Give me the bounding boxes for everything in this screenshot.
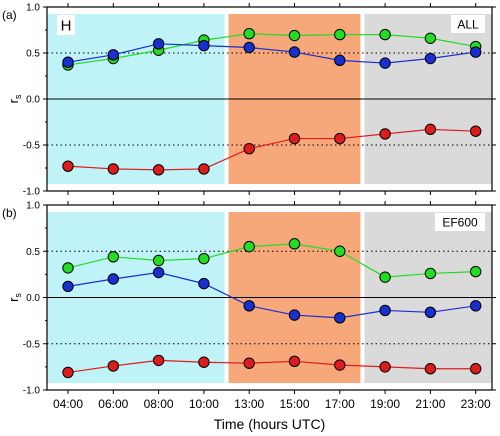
x-tick-label: 13:00 <box>234 397 264 411</box>
y-tick-label: -1.0 <box>23 187 41 198</box>
data-point <box>243 300 255 312</box>
panel-label: (a) <box>2 8 17 22</box>
data-point <box>62 160 74 172</box>
data-point <box>243 240 255 253</box>
data-point <box>62 262 74 274</box>
data-point <box>379 28 391 41</box>
data-point <box>62 366 74 379</box>
y-tick-label: 0.5 <box>26 247 40 258</box>
data-point <box>334 312 346 324</box>
series-line <box>67 128 476 171</box>
data-point <box>152 266 165 279</box>
h-label: H <box>61 18 72 35</box>
data-point <box>288 355 301 368</box>
data-point <box>379 304 391 317</box>
data-point <box>152 254 165 267</box>
x-tick-label: 23:00 <box>461 397 491 411</box>
y-axis-label-sub: s <box>13 293 23 298</box>
data-point <box>288 238 301 250</box>
data-point <box>424 267 437 280</box>
data-point <box>243 41 255 54</box>
tag-label: ALL <box>457 18 479 32</box>
h-box <box>57 15 75 35</box>
data-point <box>424 32 437 44</box>
x-axis-title: Time (hours UTC) <box>214 416 326 432</box>
series-line <box>67 359 476 374</box>
data-point <box>198 39 210 52</box>
panel-a: 1.0 0.5 0.0 -0.5 -1.0 rs (a) ALL H <box>2 3 496 198</box>
data-point <box>107 360 120 372</box>
data-point <box>334 28 346 41</box>
data-point <box>334 132 346 145</box>
data-point <box>152 164 165 176</box>
tag-box <box>435 213 485 231</box>
panel-label: (b) <box>2 206 17 220</box>
data-point <box>424 123 437 136</box>
data-point <box>470 265 482 278</box>
data-point <box>198 252 210 265</box>
data-point <box>152 354 165 367</box>
data-point <box>470 300 482 312</box>
y-tick-label: 0.0 <box>26 95 40 106</box>
tag-label: EF600 <box>442 216 478 230</box>
y-tick-label: -0.5 <box>23 141 41 152</box>
y-axis-label-main: r <box>6 98 21 103</box>
data-point <box>198 356 210 368</box>
data-point <box>379 128 391 140</box>
x-tick-label: 19:00 <box>370 397 400 411</box>
data-point <box>288 309 301 321</box>
x-tick-label: 21:00 <box>415 397 445 411</box>
y-tick-label: 0.5 <box>26 49 40 60</box>
data-point <box>470 125 482 137</box>
data-point <box>470 46 482 58</box>
data-point <box>288 46 301 58</box>
data-point <box>379 57 391 69</box>
tag-box <box>451 15 485 33</box>
data-point <box>107 251 120 263</box>
y-axis-label-sub: s <box>13 94 23 99</box>
y-axis-label: rs <box>6 293 23 302</box>
data-point <box>243 27 255 40</box>
data-point <box>198 277 210 290</box>
data-point <box>334 359 346 371</box>
x-tick-label: 17:00 <box>325 397 355 411</box>
data-point <box>107 273 120 285</box>
y-axis-label: rs <box>6 94 23 103</box>
x-tick-label: 08:00 <box>144 397 174 411</box>
data-point <box>288 29 301 42</box>
data-point <box>470 363 482 375</box>
data-point <box>334 245 346 257</box>
data-point <box>334 54 346 67</box>
y-tick-label: 1.0 <box>26 3 40 14</box>
series-line <box>67 43 476 64</box>
data-point <box>424 363 437 375</box>
x-tick-label: 10:00 <box>189 397 219 411</box>
y-tick-label: -0.5 <box>23 339 41 350</box>
y-tick-label: 1.0 <box>26 201 40 212</box>
data-point <box>107 49 120 61</box>
x-tick-label: 04:00 <box>53 397 83 411</box>
data-point <box>379 271 391 283</box>
series-line <box>67 243 476 278</box>
series-line <box>67 271 476 319</box>
data-point <box>152 38 165 50</box>
data-point <box>243 357 255 369</box>
data-point <box>62 56 74 68</box>
y-tick-label: 0.0 <box>26 293 40 304</box>
data-point <box>288 132 301 145</box>
data-point <box>243 142 255 155</box>
data-point <box>424 306 437 318</box>
y-tick-label: -1.0 <box>23 386 41 397</box>
data-point <box>62 280 74 293</box>
data-point <box>107 163 120 175</box>
data-point <box>424 52 437 65</box>
x-tick-label: 06:00 <box>98 397 128 411</box>
data-point <box>198 163 210 175</box>
series-line <box>67 33 476 66</box>
data-point <box>379 361 391 373</box>
panel-b: 1.0 0.5 0.0 -0.5 -1.0 rs (b) EF600 <box>2 201 496 397</box>
y-axis-label-main: r <box>6 297 21 302</box>
x-tick-label: 15:00 <box>279 397 309 411</box>
